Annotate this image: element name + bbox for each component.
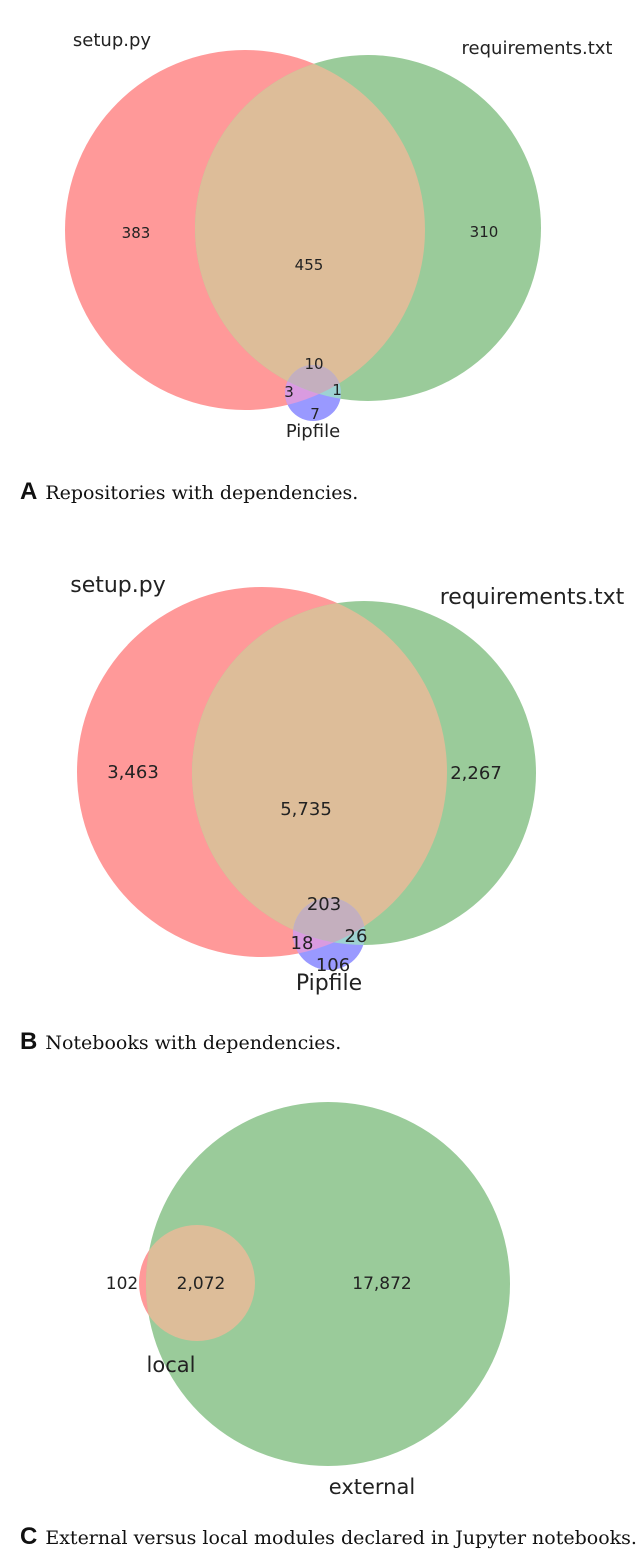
set-label-requirements-txt: requirements.txt xyxy=(440,585,625,610)
set-label-external: external xyxy=(329,1475,415,1499)
panel-letter-c: C xyxy=(20,1523,38,1550)
set-label-pipfile: Pipfile xyxy=(286,421,340,442)
caption-b: B Notebooks with dependencies. xyxy=(20,1028,341,1056)
region-value: 106 xyxy=(316,955,350,976)
region-value: 310 xyxy=(470,223,499,241)
panel-letter-b: B xyxy=(20,1028,38,1055)
region-value: 2,267 xyxy=(450,763,502,784)
set-label-setup-py: setup.py xyxy=(70,573,166,598)
caption-text-b: Notebooks with dependencies. xyxy=(45,1032,342,1054)
set-label-pipfile: Pipfile xyxy=(296,971,362,996)
region-value: 26 xyxy=(345,926,368,947)
region-value: 3 xyxy=(284,383,294,401)
region-value: 102 xyxy=(106,1274,138,1294)
region-value: 17,872 xyxy=(352,1274,411,1294)
triple-overlap xyxy=(293,898,365,945)
caption-a: A Repositories with dependencies. xyxy=(20,478,358,506)
set-label-setup-py: setup.py xyxy=(73,30,151,51)
region-value: 2,072 xyxy=(177,1274,226,1294)
region-value: 1 xyxy=(332,381,342,399)
region-value: 383 xyxy=(122,224,151,242)
set-label-requirements-txt: requirements.txt xyxy=(462,38,613,59)
region-value: 5,735 xyxy=(280,799,332,820)
panel-letter-a: A xyxy=(20,478,38,505)
set-label-local: local xyxy=(147,1353,196,1377)
region-value: 203 xyxy=(307,894,341,915)
region-value: 3,463 xyxy=(107,762,159,783)
panel-b-venn: setup.py requirements.txt Pipfile 3,463 … xyxy=(70,573,624,996)
region-value: 10 xyxy=(304,355,323,373)
caption-text-c: External versus local modules declared i… xyxy=(45,1527,637,1549)
caption-text-a: Repositories with dependencies. xyxy=(45,482,359,504)
region-value: 18 xyxy=(291,933,314,954)
caption-c: C External versus local modules declared … xyxy=(20,1523,637,1551)
panel-a-venn: setup.py requirements.txt Pipfile 383 45… xyxy=(65,30,612,442)
external-circle xyxy=(146,1102,510,1466)
region-value: 7 xyxy=(310,405,320,423)
setup-requirements-overlap xyxy=(192,601,447,945)
region-value: 455 xyxy=(295,256,324,274)
panel-c-venn: local external 102 2,072 17,872 xyxy=(106,1102,510,1499)
setup-requirements-overlap xyxy=(195,55,425,401)
